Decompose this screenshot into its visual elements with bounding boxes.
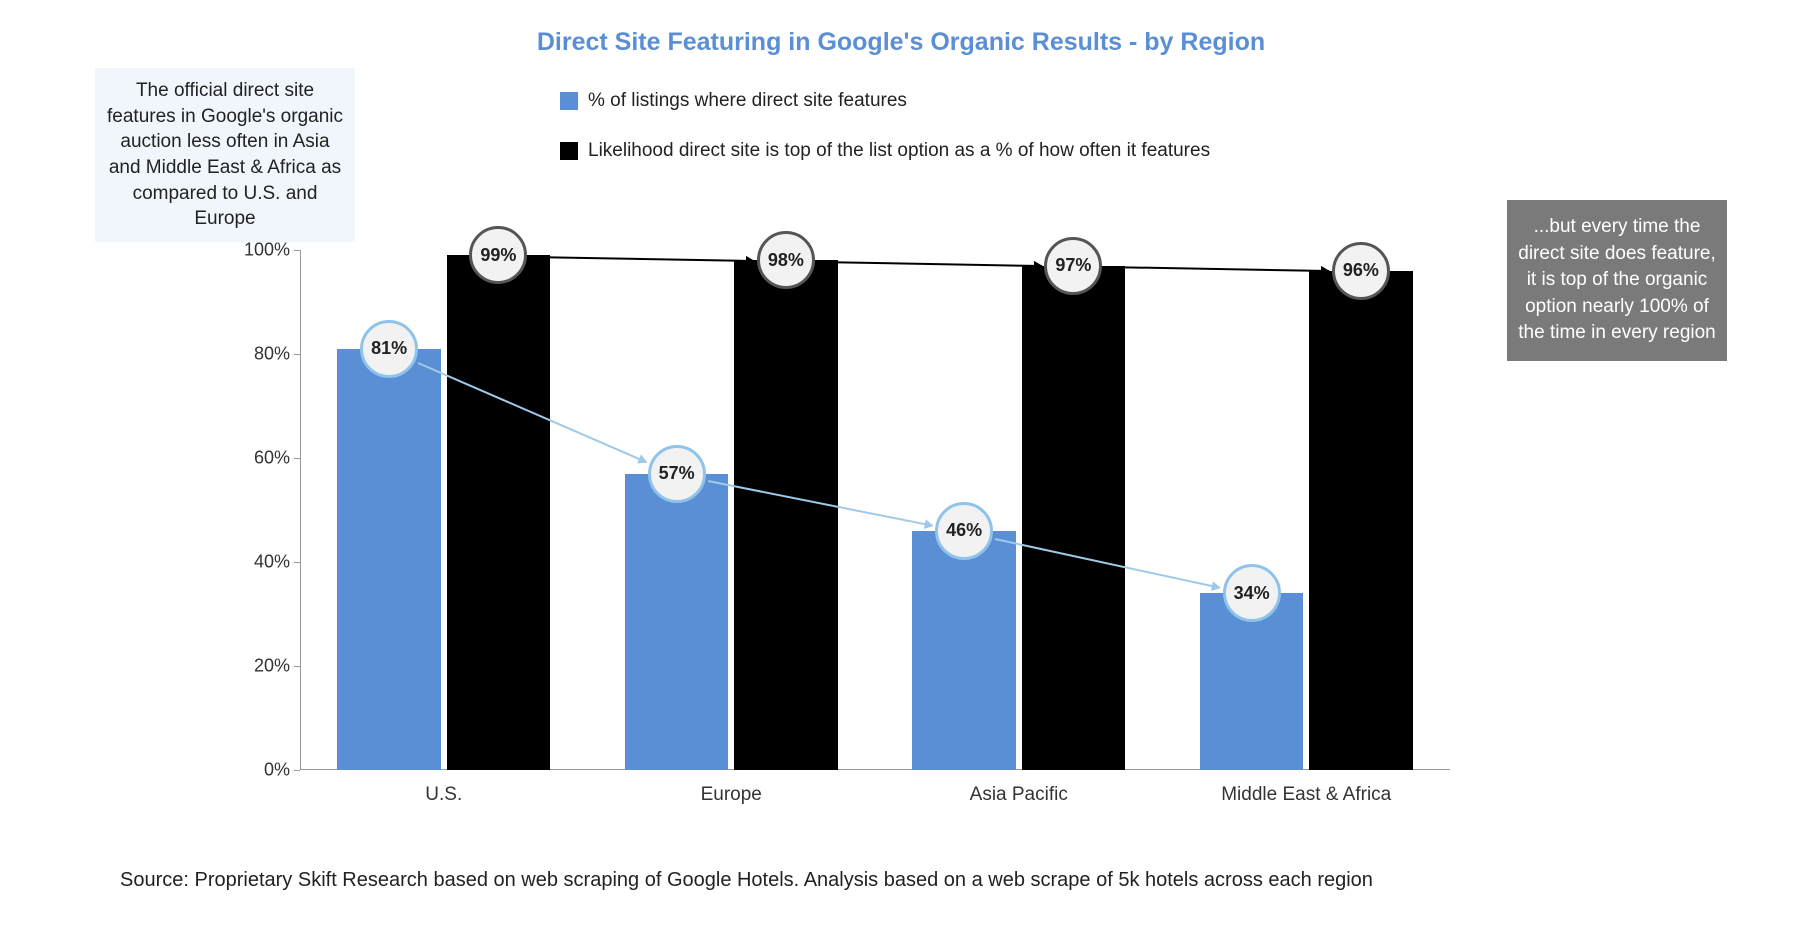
legend: % of listings where direct site features… bbox=[560, 90, 1210, 190]
legend-label: Likelihood direct site is top of the lis… bbox=[588, 140, 1210, 162]
data-label-top_of_list: 96% bbox=[1332, 242, 1390, 300]
bar-features bbox=[625, 474, 729, 770]
y-tick-label: 20% bbox=[254, 656, 290, 677]
plot-area: 0%20%40%60%80%100% U.S.EuropeAsia Pacifi… bbox=[300, 250, 1450, 770]
connector-black bbox=[530, 256, 754, 262]
bar-features bbox=[337, 349, 441, 770]
legend-label: % of listings where direct site features bbox=[588, 90, 907, 112]
y-tick-mark bbox=[294, 458, 300, 459]
bar-features bbox=[912, 531, 1016, 770]
bar-top_of_list bbox=[1309, 271, 1413, 770]
data-label-top_of_list: 99% bbox=[469, 226, 527, 284]
data-label-features: 81% bbox=[360, 320, 418, 378]
y-tick-mark bbox=[294, 770, 300, 771]
y-tick-label: 0% bbox=[264, 760, 290, 781]
data-label-features: 57% bbox=[648, 445, 706, 503]
legend-item-top: Likelihood direct site is top of the lis… bbox=[560, 140, 1210, 162]
annotation-right: ...but every time the direct site does f… bbox=[1507, 200, 1727, 361]
y-tick-mark bbox=[294, 562, 300, 563]
connector-black bbox=[818, 261, 1042, 267]
bar-top_of_list bbox=[1022, 266, 1126, 770]
x-category-label: Europe bbox=[701, 770, 762, 806]
legend-item-features: % of listings where direct site features bbox=[560, 90, 1210, 112]
y-axis-line bbox=[300, 250, 301, 770]
y-tick-mark bbox=[294, 250, 300, 251]
y-tick-label: 40% bbox=[254, 552, 290, 573]
data-label-top_of_list: 97% bbox=[1044, 237, 1102, 295]
data-label-features: 34% bbox=[1223, 564, 1281, 622]
annotation-left: The official direct site features in Goo… bbox=[95, 68, 355, 242]
y-axis: 0%20%40%60%80%100% bbox=[230, 250, 300, 770]
x-category-label: Middle East & Africa bbox=[1221, 770, 1391, 806]
connector-black bbox=[1105, 266, 1329, 272]
data-label-features: 46% bbox=[935, 502, 993, 560]
y-tick-mark bbox=[294, 666, 300, 667]
y-tick-label: 60% bbox=[254, 448, 290, 469]
y-tick-mark bbox=[294, 354, 300, 355]
x-category-label: Asia Pacific bbox=[970, 770, 1068, 806]
legend-swatch-blue bbox=[560, 92, 578, 110]
chart-title: Direct Site Featuring in Google's Organi… bbox=[0, 28, 1802, 57]
data-label-top_of_list: 98% bbox=[757, 231, 815, 289]
source-text: Source: Proprietary Skift Research based… bbox=[120, 869, 1373, 892]
y-tick-label: 100% bbox=[244, 240, 290, 261]
y-tick-label: 80% bbox=[254, 344, 290, 365]
x-category-label: U.S. bbox=[425, 770, 462, 806]
bar-top_of_list bbox=[447, 255, 551, 770]
bar-top_of_list bbox=[734, 260, 838, 770]
legend-swatch-black bbox=[560, 142, 578, 160]
